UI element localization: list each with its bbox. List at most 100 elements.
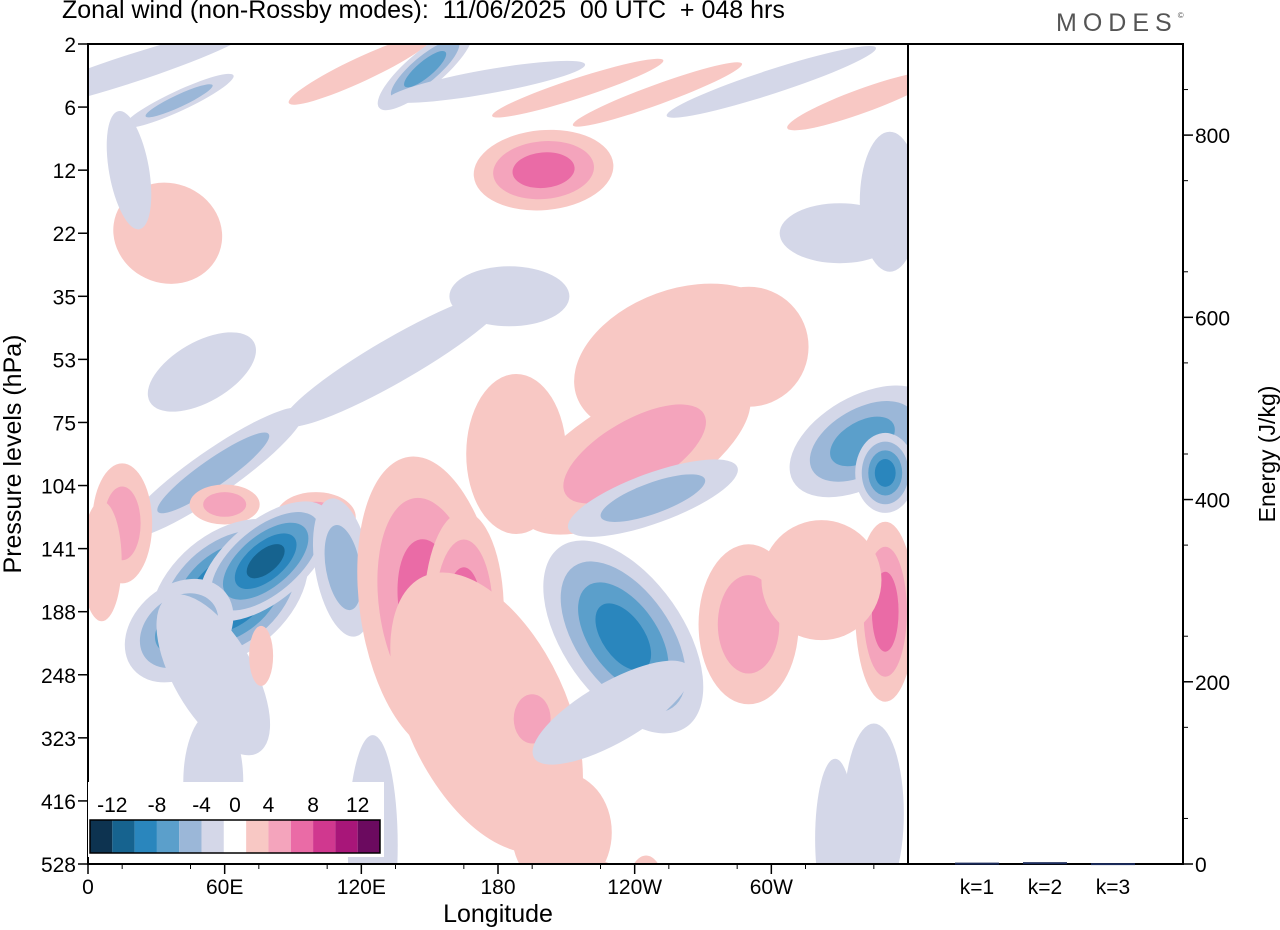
colorbar-swatch	[313, 820, 336, 853]
longitude-tick-label: 60E	[206, 876, 243, 899]
energy-axis-label: Energy (J/kg)	[1254, 386, 1280, 523]
wind-contour	[511, 772, 612, 864]
wind-contour	[466, 374, 567, 534]
colorbar-swatch	[357, 820, 380, 853]
wind-contour	[633, 855, 659, 864]
energy-bar-label: k=2	[1028, 876, 1062, 899]
logo-mark: ©	[1177, 11, 1184, 20]
colorbar-swatch	[134, 820, 157, 853]
pressure-tick-label: 248	[41, 665, 76, 688]
pressure-tick-label: 104	[41, 476, 76, 499]
wind-contour	[572, 62, 743, 127]
longitude-tick-label: 180	[480, 876, 515, 899]
pressure-tick-label: 6	[64, 97, 76, 120]
colorbar-swatch	[290, 820, 314, 853]
wind-contour	[563, 404, 706, 504]
wind-contour	[779, 203, 900, 264]
wind-contour	[156, 594, 271, 756]
pressure-tick-label: 22	[53, 223, 76, 246]
colorbar-tick-label: -12	[97, 794, 127, 817]
wind-contour	[717, 575, 780, 674]
wind-contour	[513, 694, 551, 744]
colorbar-swatch	[156, 820, 180, 853]
pressure-tick-label: 416	[41, 791, 76, 814]
energy-tick-label: 800	[1195, 125, 1230, 148]
wind-contour	[147, 332, 256, 412]
colorbar-swatch	[268, 820, 291, 853]
pressure-tick-label: 528	[41, 854, 76, 877]
wind-contour	[512, 152, 575, 189]
wind-contour	[595, 603, 652, 671]
wind-contour	[145, 84, 213, 118]
pressure-axis: 2 6 12 22 35 53 75 104 141 188 248 323 416 528	[41, 34, 88, 877]
longitude-tick-label: 0	[82, 876, 94, 899]
colorbar-swatch	[335, 820, 358, 853]
wind-contour	[492, 58, 664, 118]
energy-tick-label: 0	[1195, 854, 1207, 877]
wind-contour	[787, 71, 908, 131]
pressure-tick-label: 323	[41, 728, 76, 751]
wind-contour	[567, 859, 611, 864]
logo-text: MODES	[1056, 9, 1178, 37]
colorbar-swatch	[112, 820, 135, 853]
pressure-tick-label: 75	[53, 412, 76, 435]
wind-contour	[874, 459, 896, 487]
chart-title: Zonal wind (non-Rossby modes): 11/06/202…	[62, 0, 785, 24]
wind-field	[88, 44, 908, 864]
pressure-tick-label: 188	[41, 602, 76, 625]
energy-bars: k=1 k=2 k=3	[955, 862, 1135, 899]
longitude-tick-label: 120W	[607, 876, 662, 899]
wind-contour	[688, 286, 809, 407]
wind-contour	[249, 625, 274, 686]
pressure-tick-label: 12	[53, 160, 76, 183]
longitude-axis: 0 60E 120E 180 120W 60W	[82, 864, 875, 899]
colorbar-swatch	[179, 820, 202, 853]
pressure-tick-label: 53	[53, 349, 76, 372]
energy-tick-label: 600	[1195, 307, 1230, 330]
colorbar-tick-label: -4	[192, 794, 211, 817]
pressure-tick-label: 141	[41, 539, 76, 562]
wind-contour	[843, 723, 904, 864]
energy-bar-label: k=3	[1096, 876, 1130, 899]
colorbar-tick-label: -8	[148, 794, 167, 817]
colorbar-swatch	[223, 820, 247, 853]
wind-contour	[106, 110, 152, 230]
wind-contour	[532, 660, 692, 765]
pressure-tick-label: 2	[64, 34, 76, 57]
energy-tick-label: 200	[1195, 672, 1230, 695]
wind-contour	[288, 44, 435, 105]
energy-bar-label: k=1	[960, 876, 994, 899]
colorbar-tick-label: 0	[229, 794, 241, 817]
energy-tick-label: 400	[1195, 490, 1230, 513]
energy-bar	[1091, 863, 1135, 866]
wind-contour	[449, 266, 570, 327]
wind-contour	[600, 474, 706, 522]
longitude-tick-label: 60W	[750, 876, 793, 899]
colorbar-tick-label: 8	[307, 794, 319, 817]
wind-contour	[246, 544, 285, 579]
wind-contour	[404, 51, 447, 88]
wind-contour	[388, 60, 586, 103]
x-axis-label: Longitude	[443, 900, 553, 928]
modes-logo: MODES©	[1056, 9, 1184, 38]
energy-bar	[955, 862, 999, 865]
wind-contour	[88, 501, 122, 622]
colorbar-swatch	[90, 820, 113, 853]
energy-axis: 0 200 400 600 800	[1183, 89, 1230, 877]
energy-panel-frame	[907, 43, 1184, 865]
wind-contour	[203, 492, 247, 517]
energy-bar	[1023, 862, 1067, 865]
wind-contour	[761, 520, 882, 641]
colorbar-tick-label: 12	[346, 794, 369, 817]
wind-contour	[666, 45, 877, 118]
colorbar-frame	[89, 819, 381, 854]
wind-contour	[88, 44, 253, 112]
y-axis-label: Pressure levels (hPa)	[0, 335, 27, 574]
wind-contour	[282, 291, 509, 428]
colorbar-swatch	[201, 820, 224, 853]
wind-contour	[324, 525, 362, 611]
pressure-tick-label: 35	[53, 286, 76, 309]
colorbar: -12 -8 -4 0 4 8 12	[88, 782, 384, 857]
colorbar-tick-label: 4	[263, 794, 275, 817]
